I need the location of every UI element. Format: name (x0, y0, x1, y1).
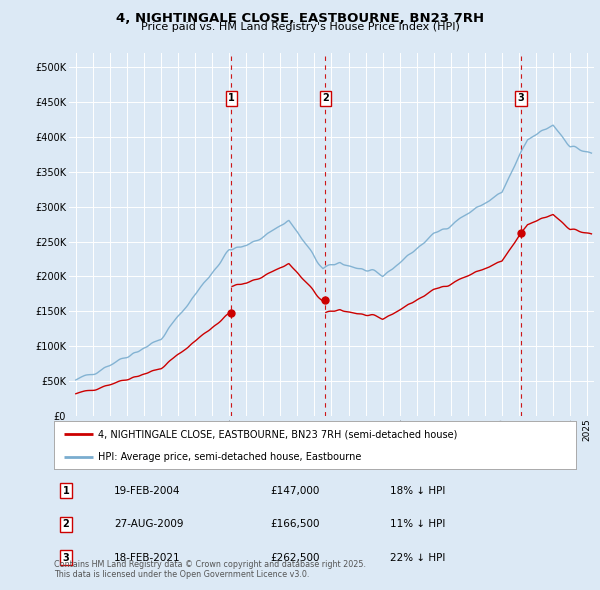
Text: £147,000: £147,000 (270, 486, 319, 496)
Text: HPI: Average price, semi-detached house, Eastbourne: HPI: Average price, semi-detached house,… (98, 452, 362, 462)
Text: 27-AUG-2009: 27-AUG-2009 (114, 519, 184, 529)
Text: Price paid vs. HM Land Registry's House Price Index (HPI): Price paid vs. HM Land Registry's House … (140, 22, 460, 32)
Text: Contains HM Land Registry data © Crown copyright and database right 2025.
This d: Contains HM Land Registry data © Crown c… (54, 560, 366, 579)
Text: 11% ↓ HPI: 11% ↓ HPI (390, 519, 445, 529)
Text: £262,500: £262,500 (270, 553, 320, 563)
Text: 18-FEB-2021: 18-FEB-2021 (114, 553, 181, 563)
Text: 3: 3 (62, 553, 70, 563)
Text: 22% ↓ HPI: 22% ↓ HPI (390, 553, 445, 563)
Text: 2: 2 (62, 519, 70, 529)
Text: 1: 1 (228, 93, 235, 103)
Text: £166,500: £166,500 (270, 519, 320, 529)
Text: 2: 2 (322, 93, 329, 103)
Text: 1: 1 (62, 486, 70, 496)
Text: 18% ↓ HPI: 18% ↓ HPI (390, 486, 445, 496)
Text: 4, NIGHTINGALE CLOSE, EASTBOURNE, BN23 7RH: 4, NIGHTINGALE CLOSE, EASTBOURNE, BN23 7… (116, 12, 484, 25)
Text: 19-FEB-2004: 19-FEB-2004 (114, 486, 181, 496)
Text: 4, NIGHTINGALE CLOSE, EASTBOURNE, BN23 7RH (semi-detached house): 4, NIGHTINGALE CLOSE, EASTBOURNE, BN23 7… (98, 429, 458, 439)
Text: 3: 3 (518, 93, 524, 103)
